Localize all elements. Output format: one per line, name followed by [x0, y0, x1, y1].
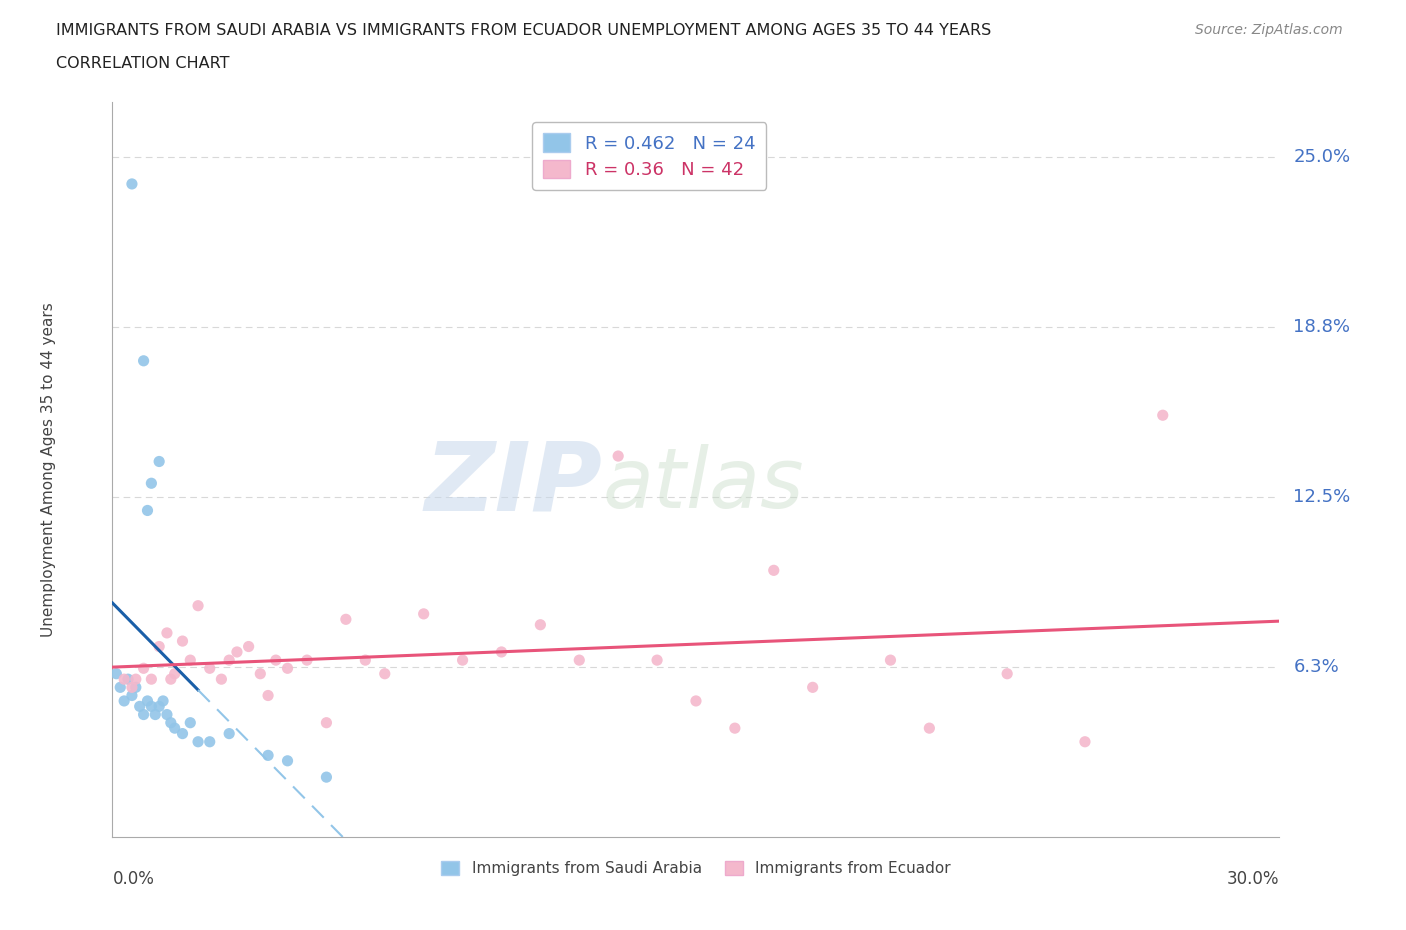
Point: [412, 606, 434, 621]
Point: [568, 653, 591, 668]
Point: [112, 694, 135, 709]
Text: 30.0%: 30.0%: [1227, 870, 1279, 888]
Text: ZIP: ZIP: [425, 438, 603, 531]
Point: [685, 694, 707, 709]
Point: [160, 671, 183, 686]
Point: [198, 735, 221, 750]
Point: [128, 699, 150, 714]
Point: [163, 721, 186, 736]
Point: [257, 748, 280, 763]
Point: [141, 476, 163, 491]
Point: [110, 680, 132, 695]
Legend: Immigrants from Saudi Arabia, Immigrants from Ecuador: Immigrants from Saudi Arabia, Immigrants…: [434, 855, 957, 883]
Point: [141, 699, 163, 714]
Text: Source: ZipAtlas.com: Source: ZipAtlas.com: [1195, 23, 1343, 37]
Point: [125, 671, 148, 686]
Point: [132, 661, 155, 676]
Point: [315, 770, 337, 785]
Point: [645, 653, 668, 668]
Point: [354, 653, 377, 668]
Point: [607, 448, 630, 463]
Point: [374, 666, 396, 681]
Point: [121, 688, 143, 703]
Point: [132, 707, 155, 722]
Text: 18.8%: 18.8%: [1294, 318, 1351, 336]
Point: [724, 721, 747, 736]
Point: [238, 639, 260, 654]
Point: [276, 753, 298, 768]
Point: [156, 707, 179, 722]
Point: [105, 666, 128, 681]
Point: [529, 618, 551, 632]
Point: [335, 612, 357, 627]
Text: 6.3%: 6.3%: [1294, 658, 1339, 676]
Point: [801, 680, 824, 695]
Point: [136, 503, 159, 518]
Text: 12.5%: 12.5%: [1294, 488, 1351, 506]
Point: [117, 671, 139, 686]
Text: 0.0%: 0.0%: [112, 870, 155, 888]
Point: [172, 726, 194, 741]
Point: [276, 661, 298, 676]
Point: [209, 671, 232, 686]
Point: [918, 721, 941, 736]
Point: [187, 735, 209, 750]
Point: [226, 644, 249, 659]
Point: [160, 715, 183, 730]
Point: [762, 563, 785, 578]
Text: atlas: atlas: [603, 444, 804, 525]
Point: [163, 666, 186, 681]
Point: [995, 666, 1018, 681]
Point: [218, 653, 240, 668]
Point: [112, 671, 135, 686]
Point: [1074, 735, 1097, 750]
Point: [148, 699, 170, 714]
Point: [179, 715, 201, 730]
Point: [148, 639, 170, 654]
Point: [172, 633, 194, 648]
Point: [179, 653, 201, 668]
Point: [264, 653, 287, 668]
Point: [187, 598, 209, 613]
Text: Unemployment Among Ages 35 to 44 years: Unemployment Among Ages 35 to 44 years: [41, 302, 56, 637]
Text: IMMIGRANTS FROM SAUDI ARABIA VS IMMIGRANTS FROM ECUADOR UNEMPLOYMENT AMONG AGES : IMMIGRANTS FROM SAUDI ARABIA VS IMMIGRAN…: [56, 23, 991, 38]
Point: [125, 680, 148, 695]
Point: [1152, 407, 1174, 422]
Point: [132, 353, 155, 368]
Point: [879, 653, 901, 668]
Text: CORRELATION CHART: CORRELATION CHART: [56, 56, 229, 71]
Point: [491, 644, 513, 659]
Point: [141, 671, 163, 686]
Point: [136, 694, 159, 709]
Point: [156, 626, 179, 641]
Point: [295, 653, 318, 668]
Point: [121, 177, 143, 192]
Point: [218, 726, 240, 741]
Point: [257, 688, 280, 703]
Point: [152, 694, 174, 709]
Point: [315, 715, 337, 730]
Text: 25.0%: 25.0%: [1294, 148, 1351, 166]
Point: [148, 454, 170, 469]
Point: [198, 661, 221, 676]
Point: [121, 680, 143, 695]
Point: [143, 707, 166, 722]
Point: [451, 653, 474, 668]
Point: [249, 666, 271, 681]
